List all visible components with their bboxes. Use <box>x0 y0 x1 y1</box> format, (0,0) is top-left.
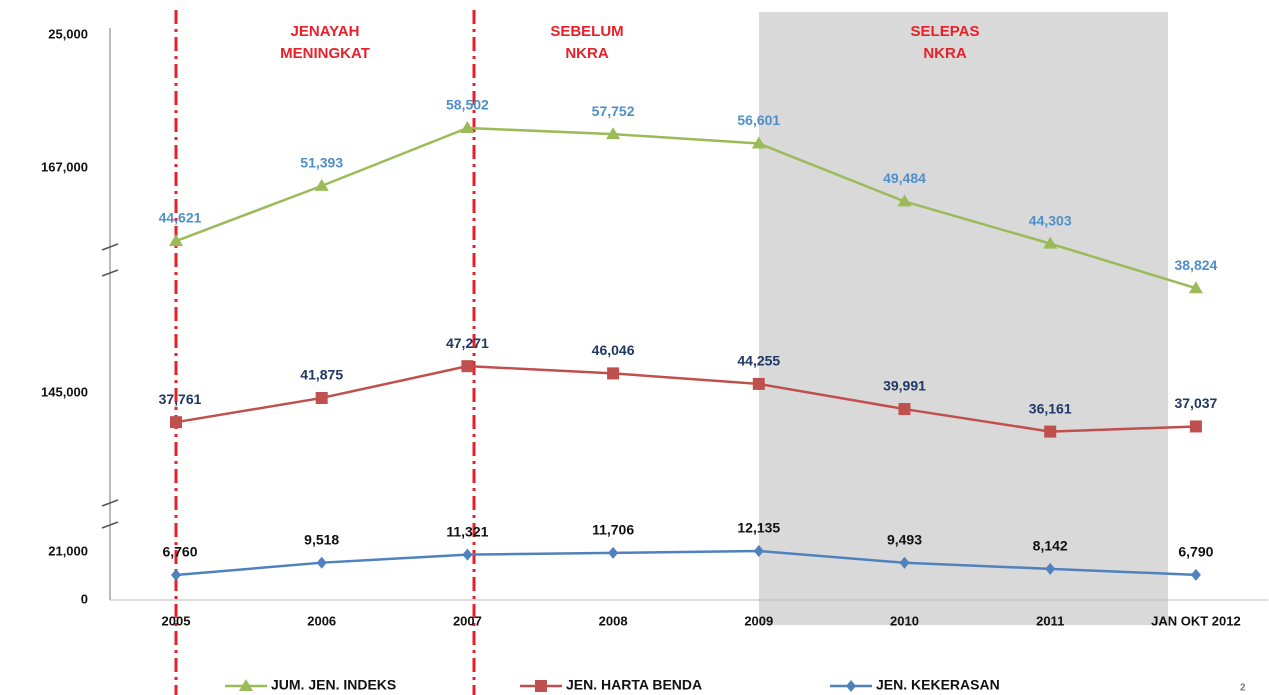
marker <box>608 546 619 559</box>
y-axis-label: 21,000 <box>48 543 88 558</box>
value-label: 44,255 <box>737 353 780 369</box>
marker <box>751 136 766 149</box>
value-label: 6,760 <box>162 544 197 560</box>
y-axis-label: 167,000 <box>41 159 88 174</box>
y-axis-label: 0 <box>81 591 88 606</box>
value-label: 57,752 <box>592 103 635 119</box>
value-label: 51,393 <box>300 155 343 171</box>
marker <box>606 127 621 140</box>
post-nkra-shade <box>759 12 1168 625</box>
x-tick-label: JAN OKT 2012 <box>1151 613 1241 628</box>
value-label: 6,790 <box>1178 544 1213 560</box>
x-tick-label: 2009 <box>744 613 773 628</box>
value-label: 9,493 <box>887 532 922 548</box>
marker <box>315 391 328 404</box>
series-line <box>175 126 1197 290</box>
marker <box>607 367 620 380</box>
axis-break <box>101 243 119 529</box>
legend-label: JEN. KEKERASAN <box>876 677 1000 693</box>
marker <box>752 377 765 390</box>
page-number: 2 <box>1240 683 1246 694</box>
marker <box>1188 281 1203 294</box>
value-label: 46,046 <box>592 342 635 358</box>
annotation: SEBELUM <box>550 23 623 40</box>
y-axis-label: 25,000 <box>48 26 88 41</box>
value-label: 12,135 <box>737 520 780 536</box>
marker <box>462 548 473 561</box>
value-label: 37,037 <box>1174 395 1217 411</box>
value-label: 58,502 <box>446 97 489 113</box>
value-label: 11,706 <box>592 522 634 538</box>
marker <box>314 178 329 191</box>
marker <box>899 556 910 569</box>
annotation: NKRA <box>923 45 966 62</box>
legend-label: JUM. JEN. INDEKS <box>271 677 396 693</box>
marker <box>846 680 856 692</box>
value-label: 37,761 <box>159 391 202 407</box>
legend-label: JEN. HARTA BENDA <box>566 677 702 693</box>
value-label: 11,321 <box>446 523 488 539</box>
marker <box>169 234 183 247</box>
marker <box>898 403 911 416</box>
x-tick-label: 2010 <box>890 613 919 628</box>
value-label: 41,875 <box>300 367 343 383</box>
y-axis-label: 145,000 <box>41 384 88 399</box>
marker <box>1043 236 1058 249</box>
x-tick-label: 2008 <box>599 613 628 628</box>
series-line <box>175 364 1196 433</box>
value-label: 44,621 <box>159 210 202 226</box>
value-label: 39,991 <box>883 378 926 394</box>
x-tick-label: 2006 <box>307 613 336 628</box>
marker <box>897 194 912 207</box>
value-label: 47,271 <box>446 335 489 351</box>
x-tick-label: 2007 <box>453 613 482 628</box>
marker <box>1044 425 1057 438</box>
marker <box>1045 562 1056 575</box>
marker <box>239 679 253 691</box>
x-tick-label: 2011 <box>1036 613 1064 628</box>
marker <box>535 680 547 692</box>
series-line <box>175 549 1196 577</box>
value-label: 36,161 <box>1029 400 1072 416</box>
annotation: SELEPAS <box>911 23 980 40</box>
x-tick-label: 2005 <box>162 613 191 628</box>
value-label: 56,601 <box>737 112 780 128</box>
value-label: 49,484 <box>883 170 926 186</box>
annotation: JENAYAH <box>291 23 360 40</box>
annotation: MENINGKAT <box>280 45 370 62</box>
value-label: 44,303 <box>1029 212 1072 228</box>
marker <box>461 360 474 373</box>
annotation: NKRA <box>565 45 608 62</box>
marker <box>753 545 764 558</box>
marker <box>316 556 327 569</box>
value-label: 9,518 <box>304 531 339 547</box>
marker <box>170 416 182 429</box>
marker <box>171 569 181 581</box>
marker <box>460 120 475 133</box>
marker <box>1189 420 1202 433</box>
marker <box>1190 568 1201 581</box>
value-label: 8,142 <box>1033 538 1068 554</box>
value-label: 38,824 <box>1174 257 1217 273</box>
